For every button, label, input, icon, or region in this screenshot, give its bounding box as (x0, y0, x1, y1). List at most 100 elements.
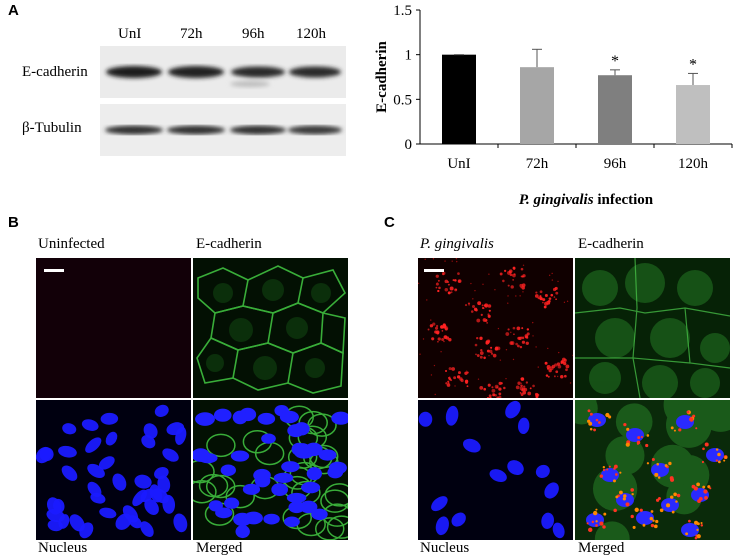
cell-body (651, 444, 695, 488)
bacteria-dot (723, 459, 726, 462)
panel-c-label-nucleus: Nucleus (420, 540, 470, 556)
bacteria-dot (569, 382, 572, 384)
bacteria-dot (539, 290, 543, 294)
nucleus-blob (706, 448, 724, 462)
bacteria-dot (522, 390, 526, 395)
x-tick-label: 120h (678, 156, 709, 172)
bacteria-dot (450, 379, 453, 382)
bacteria-dot (429, 324, 434, 328)
bacteria-dot (474, 289, 476, 292)
nucleus-blob (311, 508, 328, 521)
nucleus-blob (193, 448, 210, 462)
bacteria-dot (522, 264, 525, 266)
bacteria-dot (717, 452, 721, 457)
bacteria-dot (441, 330, 444, 332)
nucleus-blob (112, 473, 127, 491)
blot-row-label-tubulin: β-Tubulin (22, 120, 82, 136)
bacteria-dot (443, 340, 445, 343)
ecadherin-membrane-network (196, 265, 346, 394)
bacteria-dot (468, 304, 470, 306)
bacteria-dot (437, 337, 441, 341)
bacteria-dot (498, 395, 502, 398)
nucleus-blob (69, 514, 85, 532)
bacteria-dot (525, 381, 528, 384)
nucleus-blob (253, 468, 271, 482)
bacteria-dot (636, 442, 640, 445)
nucleus-blob (318, 449, 337, 461)
nucleus-blob (232, 410, 248, 425)
bacteria-dot (488, 394, 492, 398)
bacteria-dot (489, 396, 492, 398)
bacteria-dot (696, 522, 700, 526)
bacteria-dot (523, 387, 528, 392)
bacteria-dot (685, 532, 689, 536)
nucleus-blob (85, 437, 102, 453)
panel-c-label-merged: Merged (578, 540, 625, 556)
bacteria-dot (670, 477, 675, 482)
bacteria-dot (435, 324, 439, 328)
nucleus-blob (215, 507, 233, 519)
bacteria-dot (700, 521, 703, 525)
bacteria-dot (535, 346, 537, 348)
bacteria-dot (487, 304, 492, 308)
bacteria-dot (675, 500, 678, 503)
bacteria-dot (593, 428, 596, 432)
bacteria-dot (513, 333, 515, 336)
bacteria-dot (598, 421, 601, 424)
nucleus-blob (47, 519, 63, 532)
bacteria-dot (451, 260, 453, 262)
bacteria-dot (447, 377, 450, 379)
panel-b-label-ecadherin: E-cadherin (196, 236, 262, 252)
nucleus-blob (152, 488, 169, 504)
bacteria-dot (602, 525, 606, 529)
bacteria-dot (550, 293, 554, 297)
bacteria-dot (560, 375, 564, 379)
bacteria-dot (516, 326, 521, 331)
bacteria-dot (543, 305, 547, 309)
nucleus-blob (445, 405, 459, 426)
bacteria-dot (512, 326, 516, 330)
bacteria-dot (465, 379, 469, 383)
bacteria-dot (626, 427, 630, 431)
bacteria-dot (424, 258, 426, 261)
bacteria-dot (515, 295, 517, 297)
cell-outline (205, 474, 236, 499)
panel-c-letter: C (384, 214, 395, 231)
bacteria-dot (515, 385, 520, 390)
x-tick-label: 72h (526, 156, 549, 172)
bacteria-dot (427, 328, 430, 331)
ecadherin-bar-chart: 0 0.5 1 1.5 UnI 72h * 96h * 120h E-cadherin P. ging… (374, 3, 733, 208)
bacteria-dot (507, 302, 509, 304)
bacteria-dot (510, 331, 512, 334)
bacteria-dot (587, 409, 591, 413)
bacteria-dot (432, 258, 435, 260)
bacteria-dot (500, 382, 503, 385)
bacteria-dot (436, 282, 439, 284)
bacteria-dot (447, 380, 450, 383)
bacteria-dot (563, 374, 567, 378)
bacteria-dot (438, 286, 441, 290)
cell-outline (206, 433, 236, 458)
panel-a-letter: A (8, 2, 19, 19)
bacteria-dot (655, 519, 659, 524)
bacteria-dot (431, 337, 435, 341)
bacteria-dot (442, 272, 445, 276)
nucleus-blob (507, 460, 524, 476)
bar-72h (520, 67, 554, 144)
bacteria-dot (695, 427, 698, 430)
bacteria-dot (563, 301, 566, 304)
bar-120h (676, 85, 710, 144)
bacteria-dot (591, 520, 595, 524)
bacteria-dot (440, 325, 444, 329)
bacteria-dot (703, 489, 708, 494)
bacteria-dot (637, 436, 641, 440)
bacteria-dot (454, 385, 456, 387)
bacteria-dot (442, 323, 446, 327)
western-blot-tubulin (100, 104, 346, 156)
bacteria-dot (599, 521, 604, 526)
bacteria-dot (593, 510, 598, 516)
bacteria-dot (448, 367, 452, 371)
bacteria-dot (479, 351, 484, 355)
bacteria-dot (625, 502, 630, 507)
nucleus-blob (220, 464, 236, 476)
